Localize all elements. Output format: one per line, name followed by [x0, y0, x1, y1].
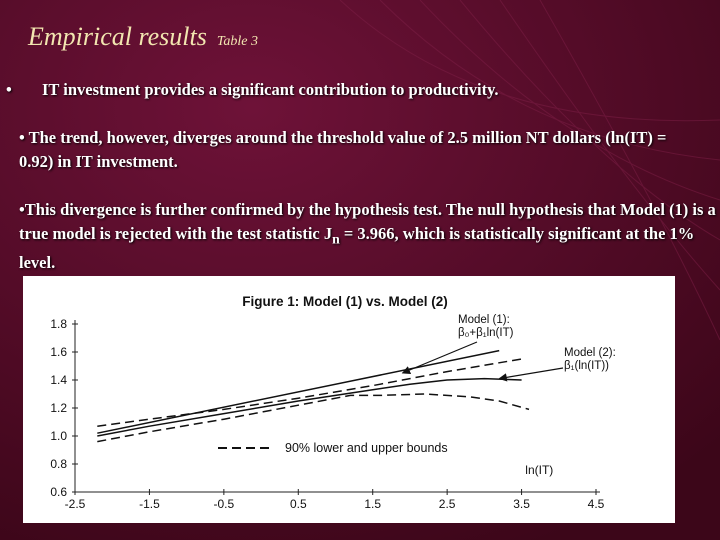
- x-tick-label: 4.5: [588, 497, 605, 511]
- series-line-model2: [97, 377, 522, 437]
- bullet-2: • The trend, however, diverges around th…: [19, 128, 667, 171]
- bullet-3: •This divergence is further confirmed by…: [19, 198, 719, 275]
- bullet-3-subscript: n: [332, 231, 340, 247]
- y-tick-label: 0.8: [50, 457, 67, 471]
- chart-title: Figure 1: Model (1) vs. Model (2): [242, 294, 448, 309]
- series-line-model1: [97, 349, 500, 434]
- x-tick-label: 3.5: [513, 497, 530, 511]
- y-tick-label: 1.8: [50, 317, 67, 331]
- annotation-arrow-model1: [401, 341, 478, 374]
- y-tick-label: 1.2: [50, 401, 67, 415]
- series-line-upper: [97, 358, 522, 427]
- bullet-1: • IT investment provides a significant co…: [6, 78, 706, 102]
- x-tick-label: 2.5: [439, 497, 456, 511]
- x-tick-label: -0.5: [214, 497, 235, 511]
- figure-panel: Figure 1: Model (1) vs. Model (2) 0.6 0.8…: [23, 276, 675, 523]
- x-axis-label: ln(IT): [525, 463, 553, 477]
- slide-title-sub: Table 3: [216, 34, 258, 49]
- bullet-3-text-a: •This divergence is further confirmed by…: [19, 200, 716, 243]
- y-tick-label: 1.6: [50, 345, 67, 359]
- x-tick-label: -2.5: [65, 497, 86, 511]
- y-tick-label: 1.0: [50, 429, 67, 443]
- annotation-arrow-model2: [498, 367, 564, 382]
- y-tick-label: 1.4: [50, 373, 67, 387]
- x-tick-label: -1.5: [139, 497, 160, 511]
- bullet-3-text-b: = 3.966, which is statistically signific…: [19, 224, 695, 273]
- figure-chart: Figure 1: Model (1) vs. Model (2) 0.6 0.8…: [50, 294, 616, 511]
- slide-title-main: Empirical results: [28, 22, 207, 51]
- annotation-model2-line: Model (2):: [564, 347, 616, 359]
- bullet-marker: •: [6, 80, 12, 99]
- annotation-model1-line: β₀+β₁ln(IT): [458, 327, 514, 339]
- annotation-model1-line: Model (1):: [458, 314, 510, 326]
- y-tick-label: 0.6: [50, 485, 67, 499]
- annotation-model2-line: β₁(ln(IT)): [564, 360, 609, 372]
- bullet-1-text: IT investment provides a significant con…: [42, 80, 499, 99]
- x-tick-label: 0.5: [290, 497, 307, 511]
- x-tick-label: 1.5: [364, 497, 381, 511]
- slide-title: Empirical results Table 3: [28, 22, 258, 52]
- legend-label: 90% lower and upper bounds: [285, 441, 448, 455]
- series-line-lower: [97, 393, 530, 443]
